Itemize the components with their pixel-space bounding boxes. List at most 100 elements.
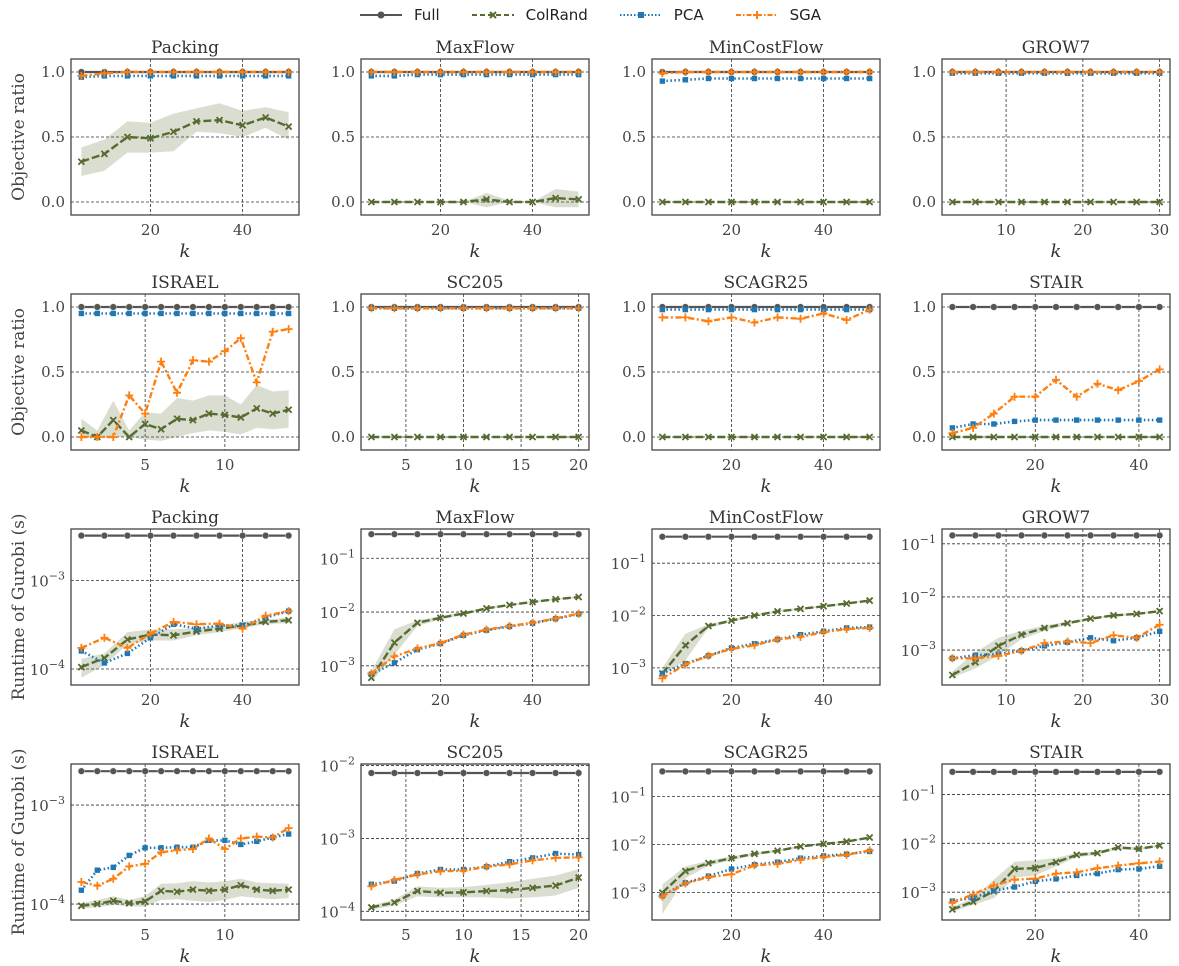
data-point-sga bbox=[865, 623, 874, 632]
data-point-colrand bbox=[413, 619, 422, 627]
data-point-sga bbox=[77, 71, 86, 80]
data-point-sga bbox=[482, 304, 491, 313]
y-tick-base: 10 bbox=[30, 797, 49, 815]
data-point-colrand bbox=[1073, 433, 1081, 441]
data-point-full bbox=[253, 303, 261, 311]
x-tick-label: 15 bbox=[512, 926, 531, 944]
data-point-colrand bbox=[93, 900, 101, 908]
data-point-colrand bbox=[1040, 624, 1049, 632]
data-point-colrand bbox=[1109, 198, 1118, 206]
data-point-colrand bbox=[436, 889, 445, 897]
data-point-full bbox=[969, 303, 977, 311]
x-tick-label: 5 bbox=[401, 456, 411, 474]
data-point-colrand bbox=[865, 433, 874, 441]
y-tick-exponent: −3 bbox=[339, 655, 355, 668]
data-point-full bbox=[157, 767, 165, 775]
axes-frame bbox=[941, 58, 1171, 216]
y-tick-base: 10 bbox=[901, 642, 920, 660]
y-tick-exponent: −4 bbox=[49, 893, 65, 906]
data-point-colrand bbox=[1156, 433, 1164, 441]
data-point-sga bbox=[1017, 646, 1026, 655]
x-axis-label: k bbox=[180, 241, 191, 262]
x-tick-label: 5 bbox=[140, 926, 150, 944]
data-point-colrand bbox=[681, 433, 690, 441]
data-point-full bbox=[1135, 303, 1143, 311]
series-line-colrand bbox=[81, 116, 290, 163]
data-point-colrand bbox=[1132, 610, 1141, 618]
y-tick-label: 1.0 bbox=[331, 298, 355, 316]
x-tick-label: 20 bbox=[1073, 221, 1092, 239]
data-point-pca bbox=[991, 421, 997, 427]
data-point-full bbox=[189, 767, 197, 775]
data-point-full bbox=[796, 533, 805, 541]
data-point-sga bbox=[173, 846, 182, 855]
plot-area bbox=[948, 68, 1164, 206]
data-point-colrand bbox=[390, 433, 399, 441]
data-point-sga bbox=[482, 625, 491, 634]
data-point-pca bbox=[238, 841, 244, 848]
data-point-pca bbox=[866, 75, 873, 82]
data-point-full bbox=[1073, 303, 1081, 311]
axes-frame bbox=[651, 763, 881, 921]
series-line-sga bbox=[81, 327, 289, 439]
data-point-full bbox=[1093, 768, 1102, 776]
data-point-sga bbox=[796, 68, 805, 76]
panel-title: GROW7 bbox=[1022, 38, 1091, 58]
data-point-pca bbox=[391, 660, 398, 666]
data-point-pca bbox=[190, 310, 196, 317]
data-point-colrand bbox=[367, 198, 376, 206]
data-point-full bbox=[658, 767, 666, 775]
data-point-colrand bbox=[1156, 607, 1164, 615]
data-point-sga bbox=[727, 644, 736, 653]
data-point-sga bbox=[1052, 869, 1060, 878]
data-point-full bbox=[681, 767, 689, 775]
x-tick-label: 20 bbox=[431, 691, 450, 709]
data-point-sga bbox=[1017, 68, 1026, 76]
y-tick-base: 10 bbox=[320, 550, 339, 568]
y-tick-label: 0.0 bbox=[622, 428, 646, 446]
data-point-full bbox=[1110, 531, 1118, 539]
data-point-sga bbox=[146, 629, 155, 638]
data-point-colrand bbox=[994, 198, 1003, 206]
data-point-sga bbox=[773, 68, 782, 76]
data-point-colrand bbox=[773, 198, 782, 206]
data-point-colrand bbox=[658, 433, 667, 441]
colrand-confidence-band bbox=[371, 869, 579, 910]
data-point-sga bbox=[994, 68, 1003, 76]
legend-item-full: Full bbox=[358, 6, 440, 24]
data-point-sga bbox=[865, 305, 874, 314]
data-point-full bbox=[109, 303, 117, 311]
data-point-colrand bbox=[750, 611, 759, 620]
panel-title: STAIR bbox=[1029, 743, 1084, 763]
data-point-pca bbox=[222, 310, 228, 317]
data-point-colrand bbox=[658, 198, 667, 206]
y-tick-base: 10 bbox=[901, 536, 920, 554]
data-point-colrand bbox=[1093, 849, 1102, 857]
data-point-full bbox=[436, 769, 445, 777]
x-tick-label: 20 bbox=[141, 221, 160, 239]
x-axis-label: k bbox=[761, 711, 772, 732]
data-point-sga bbox=[574, 609, 583, 618]
data-point-colrand bbox=[1010, 433, 1019, 441]
data-point-full bbox=[990, 303, 998, 311]
data-point-sga bbox=[528, 618, 537, 627]
data-point-sga bbox=[192, 620, 201, 629]
y-tick-base: 10 bbox=[320, 903, 339, 921]
data-point-colrand bbox=[269, 887, 277, 895]
plot-area bbox=[658, 533, 874, 683]
data-point-sga bbox=[658, 892, 667, 901]
data-point-full bbox=[1133, 531, 1141, 539]
x-tick-label: 10 bbox=[215, 926, 234, 944]
y-tick-exponent: −1 bbox=[630, 552, 646, 565]
data-point-sga bbox=[819, 628, 828, 637]
data-point-sga bbox=[367, 669, 376, 678]
x-tick-label: 10 bbox=[997, 221, 1016, 239]
data-point-colrand bbox=[482, 195, 491, 204]
data-point-sga bbox=[157, 357, 166, 366]
colrand-confidence-band bbox=[952, 610, 1160, 678]
data-point-pca bbox=[285, 310, 292, 317]
y-tick-label: 1.0 bbox=[41, 63, 65, 81]
data-point-full bbox=[269, 303, 277, 311]
data-point-sga bbox=[727, 870, 736, 879]
data-point-full bbox=[77, 767, 85, 775]
